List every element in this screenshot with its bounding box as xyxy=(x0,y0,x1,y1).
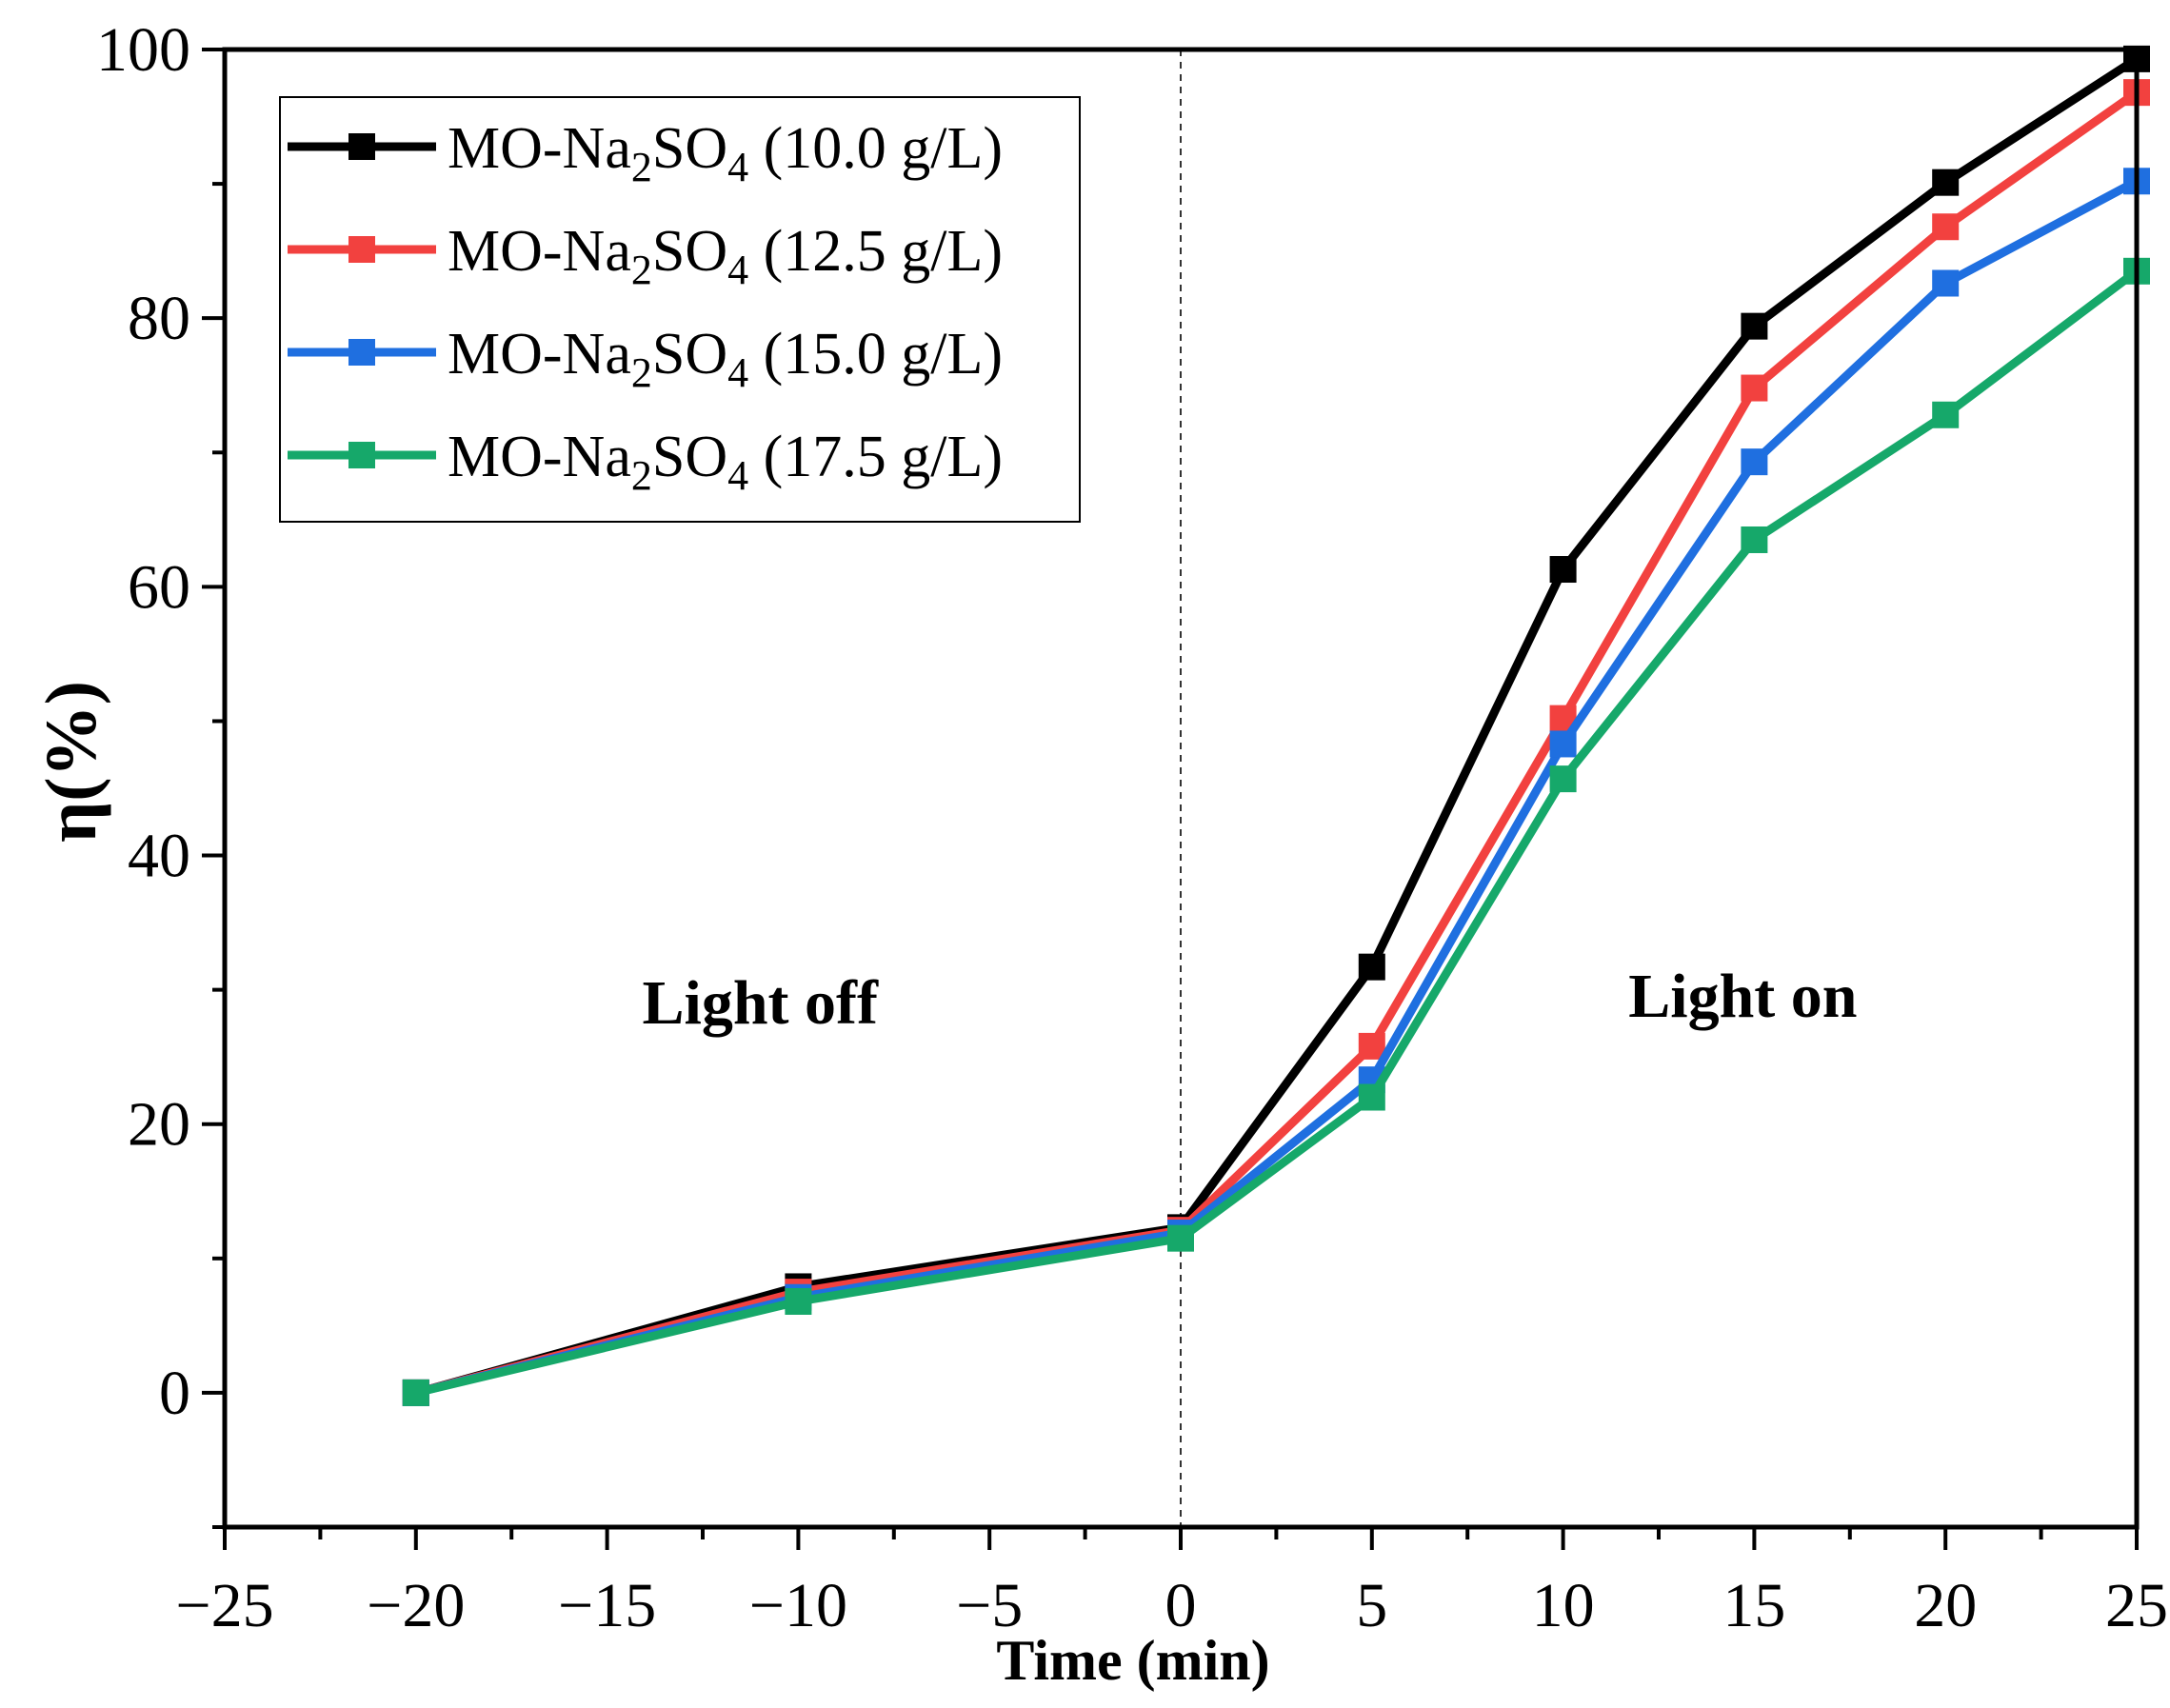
legend-label-part: SO xyxy=(652,116,727,181)
legend-label-part: MO-Na xyxy=(448,322,631,387)
x-tick-label: −5 xyxy=(956,1571,1023,1640)
data-point xyxy=(1358,1083,1385,1111)
data-point xyxy=(1932,401,1960,428)
x-tick-label: 15 xyxy=(1722,1571,1785,1640)
data-point xyxy=(1932,169,1960,196)
y-tick-label: 0 xyxy=(159,1359,190,1428)
legend-label-part: MO-Na xyxy=(448,219,631,284)
subscript: 2 xyxy=(631,247,652,293)
subscript: 2 xyxy=(631,349,652,396)
legend-label: MO-Na2SO4 (10.0 g/L) xyxy=(448,116,1003,190)
data-point xyxy=(1549,556,1577,584)
x-tick-label: 25 xyxy=(2105,1571,2168,1640)
legend-label-part: (17.5 g/L) xyxy=(748,425,1003,489)
legend-entry: MO-Na2SO4 (12.5 g/L) xyxy=(288,219,1003,293)
series-4 xyxy=(402,257,2150,1406)
subscript: 2 xyxy=(631,144,652,190)
legend-label-part: SO xyxy=(652,219,727,284)
subscript: 4 xyxy=(727,452,748,499)
series-layer xyxy=(402,45,2150,1406)
annotation-layer: Light off Light on xyxy=(642,962,1857,1038)
legend-label-part: MO-Na xyxy=(448,116,631,181)
legend-label-part: (10.0 g/L) xyxy=(748,116,1003,181)
legend-swatch-marker xyxy=(348,339,375,366)
subscript: 4 xyxy=(727,144,748,190)
y-tick-label: 20 xyxy=(128,1090,190,1160)
legend-swatch-marker xyxy=(348,442,375,468)
legend-swatch-marker xyxy=(348,236,375,263)
data-point xyxy=(1549,765,1577,793)
legend-swatch-marker xyxy=(348,133,375,160)
data-point xyxy=(1358,1032,1385,1060)
annotation-1: Light off xyxy=(642,968,879,1038)
legend-label-part: SO xyxy=(652,322,727,387)
x-tick-label: −20 xyxy=(367,1571,465,1640)
x-tick-label: 10 xyxy=(1532,1571,1595,1640)
x-tick-label: 5 xyxy=(1356,1571,1387,1640)
legend-label-part: SO xyxy=(652,425,727,489)
legend-entry: MO-Na2SO4 (10.0 g/L) xyxy=(288,116,1003,190)
legend-entry: MO-Na2SO4 (17.5 g/L) xyxy=(288,425,1003,499)
legend-label-part: (12.5 g/L) xyxy=(748,219,1003,284)
data-point xyxy=(1932,213,1960,241)
series-line xyxy=(414,268,2140,1398)
data-point xyxy=(1741,312,1768,340)
subscript: 4 xyxy=(727,349,748,396)
data-point xyxy=(1741,526,1768,553)
data-point xyxy=(1741,448,1768,476)
x-tick-label: −10 xyxy=(749,1571,847,1640)
legend-label: MO-Na2SO4 (12.5 g/L) xyxy=(448,219,1003,293)
data-point xyxy=(1549,730,1577,758)
data-point xyxy=(1741,374,1768,402)
data-point xyxy=(1932,269,1960,297)
x-tick-label: −15 xyxy=(558,1571,656,1640)
annotation-2: Light on xyxy=(1628,962,1857,1031)
series-line xyxy=(414,89,2140,1398)
y-tick-label: 80 xyxy=(128,284,190,353)
data-point xyxy=(1167,1224,1194,1252)
legend-label-part: (15.0 g/L) xyxy=(748,322,1003,387)
x-tick-label: 0 xyxy=(1165,1571,1197,1640)
y-tick-label: 60 xyxy=(128,552,190,622)
axes-layer: −25 −20 −15 −10 −5 0 5 10 15 20 25 0 20 40 60 80 100 Time… xyxy=(31,15,2168,1692)
y-axis-title: η(%) xyxy=(31,681,111,843)
legend-label: MO-Na2SO4 (15.0 g/L) xyxy=(448,322,1003,396)
legend-label-part: MO-Na xyxy=(448,425,631,489)
subscript: 2 xyxy=(631,452,652,499)
x-tick-label: 20 xyxy=(1914,1571,1977,1640)
x-tick-label: −25 xyxy=(175,1571,273,1640)
data-point xyxy=(785,1287,812,1315)
legend-entry: MO-Na2SO4 (15.0 g/L) xyxy=(288,322,1003,396)
legend: MO-Na2SO4 (10.0 g/L)MO-Na2SO4 (12.5 g/L)… xyxy=(279,96,1081,523)
y-tick-label: 40 xyxy=(128,822,190,891)
y-tick-label: 100 xyxy=(96,15,190,85)
legend-label: MO-Na2SO4 (17.5 g/L) xyxy=(448,425,1003,499)
subscript: 4 xyxy=(727,247,748,293)
series-line xyxy=(414,55,2140,1398)
x-axis-title: Time (min) xyxy=(996,1629,1269,1692)
data-point xyxy=(402,1379,429,1406)
data-point xyxy=(1358,953,1385,981)
